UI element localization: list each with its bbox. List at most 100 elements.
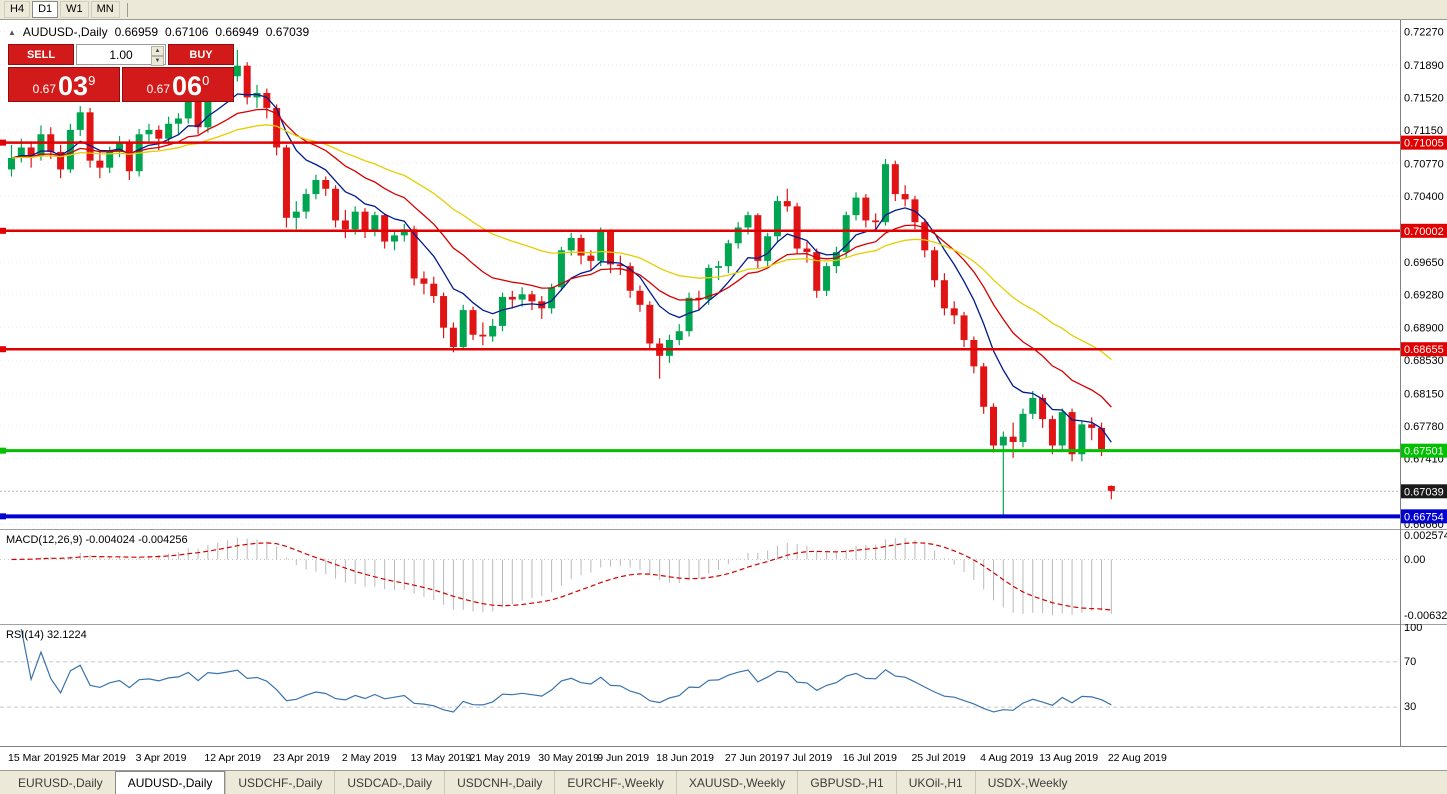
- timeframe-toolbar: H4 D1 W1 MN: [0, 0, 1447, 20]
- chart-tab-bar: EURUSD-,Daily AUDUSD-,Daily USDCHF-,Daily U…: [0, 770, 1447, 794]
- panel-collapse-icon[interactable]: ▲: [8, 27, 16, 37]
- buy-price-head: 0.67: [146, 82, 171, 96]
- one-click-trading-panel: SELL 1.00 ▲ ▼ BUY 0.67 03 9 0.67 06 0: [8, 44, 234, 102]
- chart-symbol-label: AUDUSD-,Daily: [22, 25, 108, 39]
- sell-price-head: 0.67: [32, 82, 57, 96]
- volume-up-button[interactable]: ▲: [151, 46, 164, 56]
- buy-price-box[interactable]: 0.67 06 0: [122, 67, 234, 102]
- rsi-line: [20, 628, 1112, 713]
- date-label: 9 Jun 2019: [597, 752, 650, 764]
- svg-text:0.68530: 0.68530: [1404, 355, 1444, 367]
- svg-text:0.70400: 0.70400: [1404, 191, 1444, 203]
- svg-text:0.002574: 0.002574: [1404, 530, 1447, 542]
- moving-average-8-line: [11, 93, 1112, 443]
- svg-text:0.72270: 0.72270: [1404, 26, 1444, 38]
- date-label: 23 Apr 2019: [273, 752, 330, 764]
- chart-tab-eurchf-weekly[interactable]: EURCHF-,Weekly: [554, 771, 675, 794]
- ohlc-close: 0.67039: [265, 25, 310, 39]
- date-label: 13 Aug 2019: [1039, 752, 1099, 764]
- macd-label: MACD(12,26,9) -0.004024 -0.004256: [6, 534, 188, 546]
- svg-text:0.68900: 0.68900: [1404, 323, 1444, 335]
- rsi-indicator-panel[interactable]: 100 70 30: [0, 624, 1447, 746]
- timeframe-d1-button[interactable]: D1: [32, 1, 59, 18]
- svg-text:0.71890: 0.71890: [1404, 60, 1444, 72]
- date-label: 12 Apr 2019: [204, 752, 262, 764]
- chart-tab-usdx-weekly[interactable]: USDX-,Weekly: [974, 771, 1080, 794]
- macd-histogram: [20, 537, 1112, 616]
- current-price-label: [1401, 484, 1447, 499]
- svg-text:100: 100: [1404, 624, 1422, 634]
- chart-tab-usdchf-daily[interactable]: USDCHF-,Daily: [225, 771, 334, 794]
- timeframe-w1-button[interactable]: W1: [60, 1, 89, 18]
- date-label: 18 Jun 2019: [656, 752, 714, 764]
- buy-button[interactable]: BUY: [168, 44, 234, 65]
- svg-text:0.68150: 0.68150: [1404, 389, 1444, 401]
- date-label: 3 Apr 2019: [135, 752, 187, 764]
- horizontal-level-lines[interactable]: [0, 139, 1400, 520]
- date-label: 27 Jun 2019: [724, 752, 783, 764]
- buy-price-sup: 0: [202, 73, 210, 88]
- sell-price-big: 03: [58, 71, 89, 101]
- timeframe-h4-button[interactable]: H4: [4, 1, 31, 18]
- date-label: 22 Aug 2019: [1107, 752, 1167, 764]
- chart-tab-usdcnh-daily[interactable]: USDCNH-,Daily: [444, 771, 554, 794]
- toolbar-separator: [126, 2, 128, 17]
- date-label: 15 Mar 2019: [8, 752, 67, 764]
- svg-text:0.00: 0.00: [1404, 554, 1425, 566]
- svg-text:0.69280: 0.69280: [1404, 289, 1444, 301]
- svg-text:0.67780: 0.67780: [1404, 421, 1444, 433]
- rsi-label: RSI(14) 32.1224: [6, 629, 87, 641]
- svg-text:70: 70: [1404, 656, 1416, 668]
- price-axis-labels: 0.72270 0.71890 0.71520 0.71150 0.70770 0.704…: [1401, 26, 1447, 529]
- date-label: 25 Jul 2019: [911, 752, 966, 764]
- svg-text:-0.006326: -0.006326: [1404, 610, 1447, 622]
- chart-tab-gbpusd-h1[interactable]: GBPUSD-,H1: [797, 771, 895, 794]
- chart-tab-xauusd-weekly[interactable]: XAUUSD-,Weekly: [675, 771, 797, 794]
- volume-value[interactable]: 1.00: [109, 47, 133, 62]
- macd-indicator-panel[interactable]: 0.002574 0.00 -0.006326: [0, 529, 1447, 624]
- main-price-chart[interactable]: 0.72270 0.71890 0.71520 0.71150 0.70770 0.704…: [0, 20, 1447, 529]
- svg-text:0.70770: 0.70770: [1404, 158, 1444, 170]
- ohlc-open: 0.66959: [114, 25, 158, 39]
- sell-button[interactable]: SELL: [8, 44, 74, 65]
- buy-price-big: 06: [172, 71, 203, 101]
- chart-tab-usdcad-daily[interactable]: USDCAD-,Daily: [334, 771, 444, 794]
- svg-text:0.70002: 0.70002: [1404, 226, 1444, 238]
- sell-price-box[interactable]: 0.67 03 9: [8, 67, 120, 102]
- volume-stepper[interactable]: 1.00 ▲ ▼: [76, 44, 166, 66]
- date-label: 16 Jul 2019: [842, 752, 897, 764]
- svg-text:0.71520: 0.71520: [1404, 92, 1444, 104]
- date-label: 4 Aug 2019: [980, 752, 1034, 764]
- svg-text:0.66660: 0.66660: [1404, 519, 1444, 529]
- candles: [8, 49, 1115, 515]
- date-axis: 15 Mar 2019 25 Mar 2019 3 Apr 2019 12 Apr 2…: [0, 746, 1447, 770]
- timeframe-mn-button[interactable]: MN: [90, 1, 120, 18]
- svg-text:0.67039: 0.67039: [1404, 486, 1444, 498]
- chart-ohlc-header: ▲ AUDUSD-,Daily 0.66959 0.67106 0.66949 …: [8, 25, 309, 39]
- svg-text:0.68655: 0.68655: [1404, 344, 1444, 356]
- date-label: 13 May 2019: [410, 752, 472, 764]
- date-label: 30 May 2019: [538, 752, 599, 764]
- volume-spin-buttons: ▲ ▼: [151, 46, 164, 66]
- svg-text:0.71150: 0.71150: [1404, 125, 1443, 137]
- sell-price-sup: 9: [88, 73, 96, 88]
- ohlc-low: 0.66949: [215, 25, 259, 39]
- chart-tab-audusd-daily[interactable]: AUDUSD-,Daily: [114, 771, 226, 794]
- svg-text:30: 30: [1404, 701, 1416, 713]
- svg-text:0.67501: 0.67501: [1404, 446, 1444, 458]
- chart-tab-eurusd-daily[interactable]: EURUSD-,Daily: [18, 775, 103, 790]
- svg-text:0.71005: 0.71005: [1404, 138, 1444, 150]
- date-label: 25 Mar 2019: [66, 752, 126, 764]
- date-label: 2 May 2019: [341, 752, 397, 764]
- macd-signal-line: [11, 542, 1112, 611]
- volume-down-button[interactable]: ▼: [151, 56, 164, 66]
- date-label: 7 Jul 2019: [783, 752, 833, 764]
- svg-text:0.69650: 0.69650: [1404, 257, 1444, 269]
- date-label: 21 May 2019: [469, 752, 531, 764]
- chart-tab-ukoil-h1[interactable]: UKOil-,H1: [895, 771, 975, 794]
- price-gridlines: [0, 30, 1400, 526]
- moving-average-34-line: [11, 124, 1112, 361]
- svg-text:0.66754: 0.66754: [1404, 511, 1444, 523]
- ohlc-high: 0.67106: [165, 25, 209, 39]
